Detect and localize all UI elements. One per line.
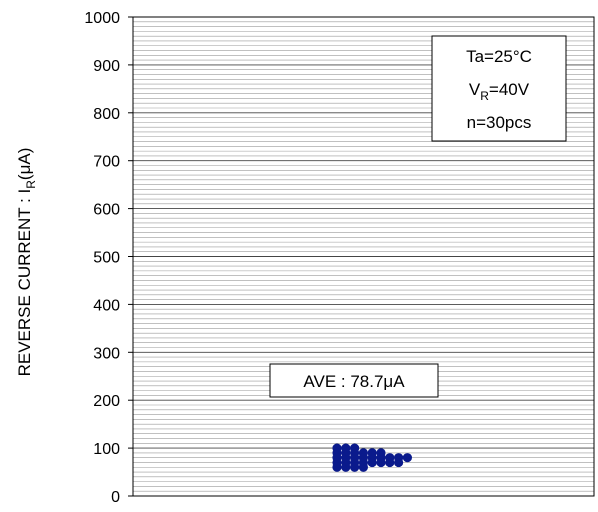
y-axis-ticks: 0 100 200 300 400 500 600 700 800 900 1000: [84, 10, 133, 506]
y-axis-label: REVERSE CURRENT : IR(μA): [15, 148, 38, 377]
y-tick-label: 800: [93, 106, 120, 123]
data-point: [367, 457, 377, 468]
data-points: [332, 443, 412, 472]
condition-sample-count: n=30pcs: [467, 113, 532, 132]
data-point: [332, 462, 342, 472]
y-tick-label: 0: [111, 489, 120, 506]
y-tick-label: 600: [93, 202, 120, 219]
data-point: [358, 462, 368, 472]
y-tick-label: 200: [93, 393, 120, 410]
y-tick-label: 400: [93, 297, 120, 314]
data-point: [385, 457, 395, 468]
conditions-box: Ta=25°C VR=40V n=30pcs: [431, 35, 567, 142]
average-box: AVE : 78.7μA: [269, 363, 439, 398]
data-point: [341, 462, 351, 472]
condition-voltage: VR=40V: [469, 80, 530, 103]
y-tick-label: 100: [93, 441, 120, 458]
y-tick-label: 300: [93, 345, 120, 362]
condition-temperature: Ta=25°C: [466, 47, 532, 66]
y-tick-label: 1000: [84, 10, 120, 27]
y-tick-label: 500: [93, 250, 120, 267]
y-tick-label: 900: [93, 58, 120, 75]
data-point: [402, 453, 412, 463]
average-label: AVE : 78.7μA: [303, 372, 405, 391]
y-tick-label: 700: [93, 154, 120, 171]
data-point: [350, 462, 360, 472]
data-point: [376, 457, 386, 468]
data-point: [394, 457, 404, 468]
minor-gridlines: [133, 21, 594, 492]
